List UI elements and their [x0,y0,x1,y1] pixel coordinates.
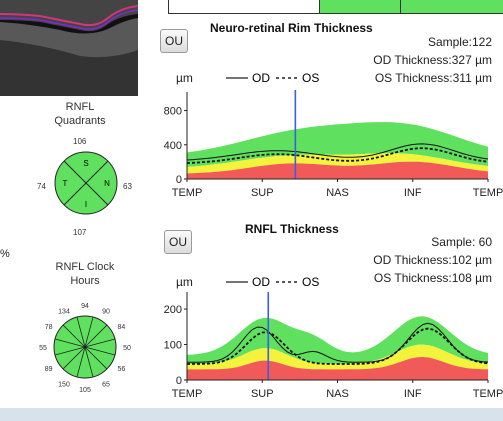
rnfl-sample: Sample: 60 [431,235,492,249]
clock-hour-value: 56 [117,366,125,373]
rnfl-x-tick-label: NAS [326,388,349,400]
rnfl-legend: OD OS [226,275,319,289]
rim-legend-os: OS [302,71,319,85]
rim-red-band [187,161,488,179]
quadrant-right-value: 63 [123,182,132,191]
rim-od-thickness: OD Thickness:327 µm [373,53,492,67]
clock-sector-line [84,338,116,348]
rim-yellow-band [187,153,488,174]
ou-button-rim[interactable]: OU [160,29,188,53]
oct-scan-image [0,0,138,96]
rnfl-y-tick-label: 0 [176,375,182,387]
rim-x-tick-label: NAS [326,187,349,199]
table-cell-blank [169,0,320,13]
quadrant-i-label: I [85,200,87,209]
rim-y-tick-label: 800 [164,106,182,118]
rnfl-green-band [187,316,488,364]
rnfl-unit-label: µm [176,275,193,289]
rnfl-yellow-band [187,344,488,370]
quadrants-diagram: S T N I [54,151,118,215]
bottom-status-bar [0,408,503,421]
clock-hour-value: 65 [102,381,110,388]
clock-sector-line [84,316,94,348]
rim-chart-title: Neuro-retinal Rim Thickness [210,21,373,35]
ou-button-rnfl[interactable]: OU [164,230,192,254]
rim-x-tick-label: SUP [251,187,274,199]
rim-legend: OD OS [226,71,319,85]
clock-sector-line [84,346,116,356]
rnfl-legend-os: OS [302,275,319,289]
table-cell-green-2 [401,0,503,13]
rim-os-line [186,147,489,164]
clock-hours-title-text: RNFL Clock Hours [55,261,115,287]
rnfl-red-band [187,357,488,380]
quadrant-t-label: T [63,179,68,188]
rnfl-os-line [187,327,489,365]
rim-y-tick-label: 400 [164,140,182,152]
clock-sector-line [54,338,86,348]
clock-hour-value: 55 [39,345,47,352]
clock-hour-value: 94 [81,303,89,310]
summary-table [168,0,503,14]
table-cell-green-1 [320,0,401,13]
clock-hour-value: 105 [79,387,91,394]
rim-x-tick-label: TEMP [473,187,503,199]
quadrant-s-label: S [83,159,88,168]
rnfl-x-tick-label: SUP [251,388,274,400]
clock-sector-line [76,346,86,378]
rim-x-tick-label: TEMP [172,187,203,199]
rim-os-thickness: OS Thickness:311 µm [374,71,492,85]
clock-hours-circle: 94 90 84 50 56 65 105 150 89 55 78 134 [39,303,131,394]
quadrant-bottom-value: 107 [73,228,87,237]
quadrants-title-text: RNFL Quadrants [54,101,106,127]
rim-sample: Sample:122 [427,35,492,49]
rnfl-os-thickness: OS Thickness:108 µm [373,271,492,285]
clock-hour-value: 150 [58,381,70,388]
clock-sector-line [84,346,94,378]
clock-sector-line [54,346,86,356]
clock-hour-value: 78 [45,324,53,331]
rim-x-tick-label: INF [404,187,422,199]
rim-unit-label: µm [176,71,193,85]
clock-hour-value: 84 [117,324,125,331]
rnfl-od-line [187,322,489,363]
clock-hours-title: RNFL Clock Hours [45,260,125,288]
percent-label: % [0,248,10,260]
rnfl-y-tick-label: 200 [164,304,182,316]
rnfl-x-tick-label: INF [404,388,422,400]
clock-hour-value: 90 [102,309,110,316]
clock-hour-value: 89 [45,366,53,373]
rnfl-chart-title: RNFL Thickness [245,222,339,236]
quadrant-top-value: 106 [73,137,87,146]
clock-sector-line [76,316,86,348]
clock-hour-value: 50 [123,345,131,352]
rim-od-line [186,143,489,161]
rnfl-x-tick-label: TEMP [172,388,203,400]
clock-sector-line [84,346,108,370]
rnfl-od-thickness: OD Thickness:102 µm [373,253,492,267]
rnfl-y-tick-label: 100 [164,340,182,352]
quadrants-title: RNFL Quadrants [50,100,110,128]
rnfl-legend-od: OD [252,275,270,289]
clock-hours-diagram: 94 90 84 50 56 65 105 150 89 55 78 134 [39,303,131,394]
clock-sector-line [84,324,108,348]
quadrant-left-value: 74 [37,182,46,191]
rim-y-tick-label: 0 [176,174,182,186]
clock-hour-value: 134 [58,309,70,316]
rim-legend-od: OD [252,71,270,85]
clock-sector-line [62,324,86,348]
clock-sector-line [62,346,86,370]
rnfl-x-tick-label: TEMP [473,388,503,400]
quadrant-n-label: N [104,179,110,188]
